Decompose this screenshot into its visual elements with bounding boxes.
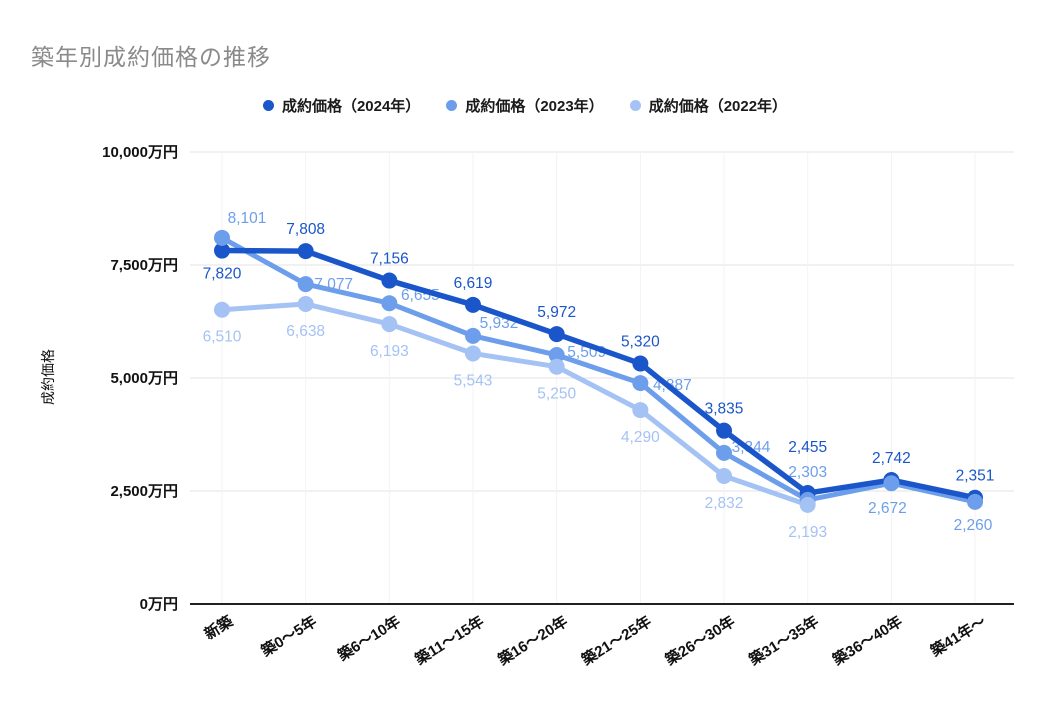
data-label-2024-1: 7,808 [286, 221, 325, 238]
data-point-2022-7[interactable] [799, 496, 816, 513]
data-label-2024-0: 7,820 [203, 266, 242, 283]
data-point-2023-8[interactable] [883, 475, 900, 492]
y-tick-label-5000: 5,000万円 [110, 370, 178, 387]
data-point-2024-3[interactable] [465, 296, 482, 313]
data-point-2022-3[interactable] [465, 345, 482, 362]
data-label-2023-7: 2,303 [788, 464, 827, 481]
data-point-2023-4[interactable] [548, 346, 565, 363]
data-point-2024-0[interactable] [214, 242, 230, 259]
data-point-2023-9[interactable] [967, 493, 984, 510]
data-label-2022-2: 6,193 [370, 343, 409, 360]
legend-item-2024[interactable]: 成約価格（2024年） [262, 95, 421, 116]
data-point-2022-1[interactable] [297, 295, 314, 312]
data-label-2024-7: 2,455 [788, 439, 827, 456]
series-line-2022 [219, 301, 811, 508]
legend-item-2023[interactable]: 成約価格（2023年） [446, 95, 604, 116]
data-point-2022-0[interactable] [214, 301, 230, 318]
data-point-2022-5[interactable] [632, 402, 649, 419]
data-label-2024-4: 5,972 [537, 304, 576, 321]
data-point-2022-2[interactable] [381, 316, 398, 333]
data-label-2022-1: 6,638 [286, 323, 325, 340]
x-tick-label-4: 築16〜20年 [494, 612, 571, 669]
data-label-2023-8: 2,672 [868, 500, 907, 517]
legend-label-2022: 成約価格（2022年） [648, 98, 788, 115]
data-point-2023-3[interactable] [465, 327, 482, 344]
x-tick-label-3: 築11〜15年 [411, 612, 487, 669]
x-tick-label-8: 築36〜40年 [829, 612, 906, 669]
data-point-2023-5[interactable] [632, 375, 649, 392]
data-point-2024-1[interactable] [297, 243, 314, 260]
x-tick-label-6: 築26〜30年 [661, 612, 738, 669]
data-point-2023-2[interactable] [381, 295, 398, 312]
data-label-2022-4: 5,250 [537, 386, 576, 403]
x-tick-label-5: 築21〜25年 [578, 612, 655, 669]
legend-label-2024: 成約価格（2024年） [281, 98, 421, 115]
data-label-2024-6: 3,835 [705, 401, 744, 418]
legend-marker-icon-2022 [629, 100, 641, 111]
series-line-2024 [219, 247, 978, 501]
legend-label-2023: 成約価格（2023年） [465, 98, 604, 115]
data-point-2022-6[interactable] [716, 467, 733, 484]
series-line-2023 [219, 235, 978, 505]
legend-marker-icon-2023 [446, 100, 458, 111]
data-label-2022-5: 4,290 [621, 429, 660, 446]
x-tick-label-2: 築6〜10年 [334, 612, 404, 665]
data-label-2024-2: 7,156 [370, 251, 409, 268]
x-tick-label-7: 築31〜35年 [745, 612, 822, 669]
data-point-2024-4[interactable] [548, 326, 565, 343]
legend: 成約価格（2024年） 成約価格（2023年） 成約価格（2022年） [0, 95, 1050, 116]
data-label-2024-3: 6,619 [454, 275, 493, 292]
data-point-2023-1[interactable] [297, 276, 314, 293]
data-label-2022-3: 5,543 [454, 372, 493, 389]
y-tick-label-0: 0万円 [140, 596, 178, 613]
x-tick-label-0: 新築 [201, 612, 237, 644]
data-label-2024-9: 2,351 [956, 468, 995, 485]
legend-item-2022[interactable]: 成約価格（2022年） [629, 95, 788, 116]
data-point-2023-0[interactable] [214, 229, 230, 246]
data-point-2024-2[interactable] [381, 272, 398, 289]
data-label-2024-8: 2,742 [872, 450, 911, 467]
y-tick-label-10000: 10,000万円 [102, 144, 178, 161]
y-tick-label-2500: 2,500万円 [110, 483, 178, 500]
data-label-2023-9: 2,260 [954, 517, 993, 534]
chart-title: 築年別成約価格の推移 [31, 44, 271, 70]
legend-marker-icon-2024 [262, 100, 274, 111]
data-point-2024-5[interactable] [632, 355, 649, 372]
data-point-2022-4[interactable] [548, 358, 565, 375]
data-label-2023-0: 8,101 [228, 210, 267, 227]
data-label-2022-7: 2,193 [788, 524, 827, 541]
x-tick-label-1: 築0〜5年 [257, 612, 320, 660]
data-point-2024-6[interactable] [716, 422, 733, 439]
data-label-2022-6: 2,832 [705, 495, 744, 512]
data-point-2023-6[interactable] [716, 444, 733, 461]
data-label-2022-0: 6,510 [203, 329, 242, 346]
x-tick-label-9: 築41年〜 [926, 612, 989, 660]
y-tick-label-7500: 7,500万円 [110, 257, 178, 274]
data-label-2024-5: 5,320 [621, 334, 660, 351]
